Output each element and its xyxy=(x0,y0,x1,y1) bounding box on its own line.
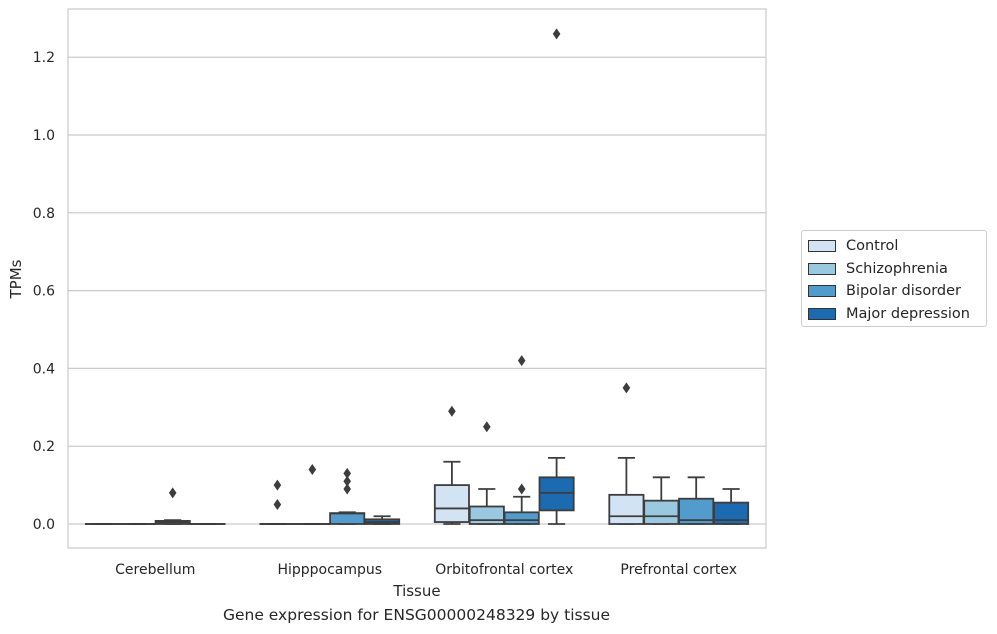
legend-swatch xyxy=(808,307,836,320)
box-body xyxy=(608,493,645,525)
box-prefrontal-cortex-major-depression xyxy=(713,488,750,525)
legend-item: Control xyxy=(808,235,986,258)
x-tick-labels: Cerebellum Hipppocampus Orbitofrontal cort… xyxy=(115,562,737,578)
legend-label: Control xyxy=(846,238,899,255)
box-body xyxy=(468,505,505,525)
box-body xyxy=(643,499,680,525)
legend-item: Bipolar disorder xyxy=(808,280,986,303)
outlier-point xyxy=(273,479,282,491)
outlier-point xyxy=(517,483,526,495)
box-prefrontal-cortex-control xyxy=(608,382,645,525)
outlier-point xyxy=(343,475,351,487)
y-tick-label: 0.8 xyxy=(33,206,55,222)
outlier-point xyxy=(308,464,317,476)
plot-area xyxy=(67,8,767,549)
outlier-point xyxy=(343,483,351,495)
box-orbitofrontal-cortex-major-depression xyxy=(538,28,575,525)
x-axis-label: Tissue xyxy=(392,582,440,600)
legend-label: Bipolar disorder xyxy=(846,283,961,300)
box-body xyxy=(538,476,575,512)
outlier-point xyxy=(552,28,561,40)
legend-swatch xyxy=(808,240,836,253)
legend-item: Major depression xyxy=(808,303,986,326)
y-tick-label: 0.0 xyxy=(33,517,55,533)
box-plots xyxy=(84,28,750,525)
legend-swatch xyxy=(808,262,836,275)
x-tick-label: Orbitofrontal cortex xyxy=(435,562,573,578)
x-tick-label: Prefrontal cortex xyxy=(620,562,737,578)
box-body xyxy=(433,484,470,523)
legend-label: Major depression xyxy=(846,305,970,322)
y-tick-label: 0.4 xyxy=(33,361,55,377)
box-body xyxy=(329,512,366,525)
outlier-point xyxy=(448,405,456,417)
outlier-point xyxy=(483,421,491,433)
outlier-point xyxy=(168,487,177,499)
y-tick-label: 1.2 xyxy=(33,50,55,66)
y-tick-label: 0.2 xyxy=(33,439,55,455)
outlier-point xyxy=(343,467,351,479)
y-tick-label: 0.6 xyxy=(33,284,55,300)
box-body xyxy=(713,501,750,525)
legend-swatch xyxy=(808,285,836,298)
box-prefrontal-cortex-bipolar-disorder xyxy=(678,476,715,525)
x-tick-label: Hipppocampus xyxy=(277,562,382,578)
box-body xyxy=(503,511,540,525)
y-tick-label: 1.0 xyxy=(33,128,55,144)
legend: Control Schizophrenia Bipolar disorder Majo… xyxy=(801,230,987,327)
outlier-point xyxy=(517,355,526,367)
legend-item: Schizophrenia xyxy=(808,258,986,281)
figure-caption: Gene expression for ENSG00000248329 by t… xyxy=(222,606,611,624)
y-axis-label: TPMs xyxy=(7,259,25,299)
box-hipppocampus-major-depression xyxy=(364,515,401,525)
box-orbitofrontal-cortex-control xyxy=(433,405,470,525)
y-tick-labels: 0.0 0.2 0.4 0.6 0.8 1.0 1.2 xyxy=(33,50,55,533)
box-cerebellum-bipolar-disorder xyxy=(154,487,191,525)
x-tick-label: Cerebellum xyxy=(115,562,195,578)
box-hipppocampus-bipolar-disorder xyxy=(329,467,366,525)
legend-label: Schizophrenia xyxy=(846,260,948,277)
outlier-point xyxy=(273,499,282,511)
outlier-point xyxy=(622,382,631,394)
box-orbitofrontal-cortex-bipolar-disorder xyxy=(503,355,540,525)
